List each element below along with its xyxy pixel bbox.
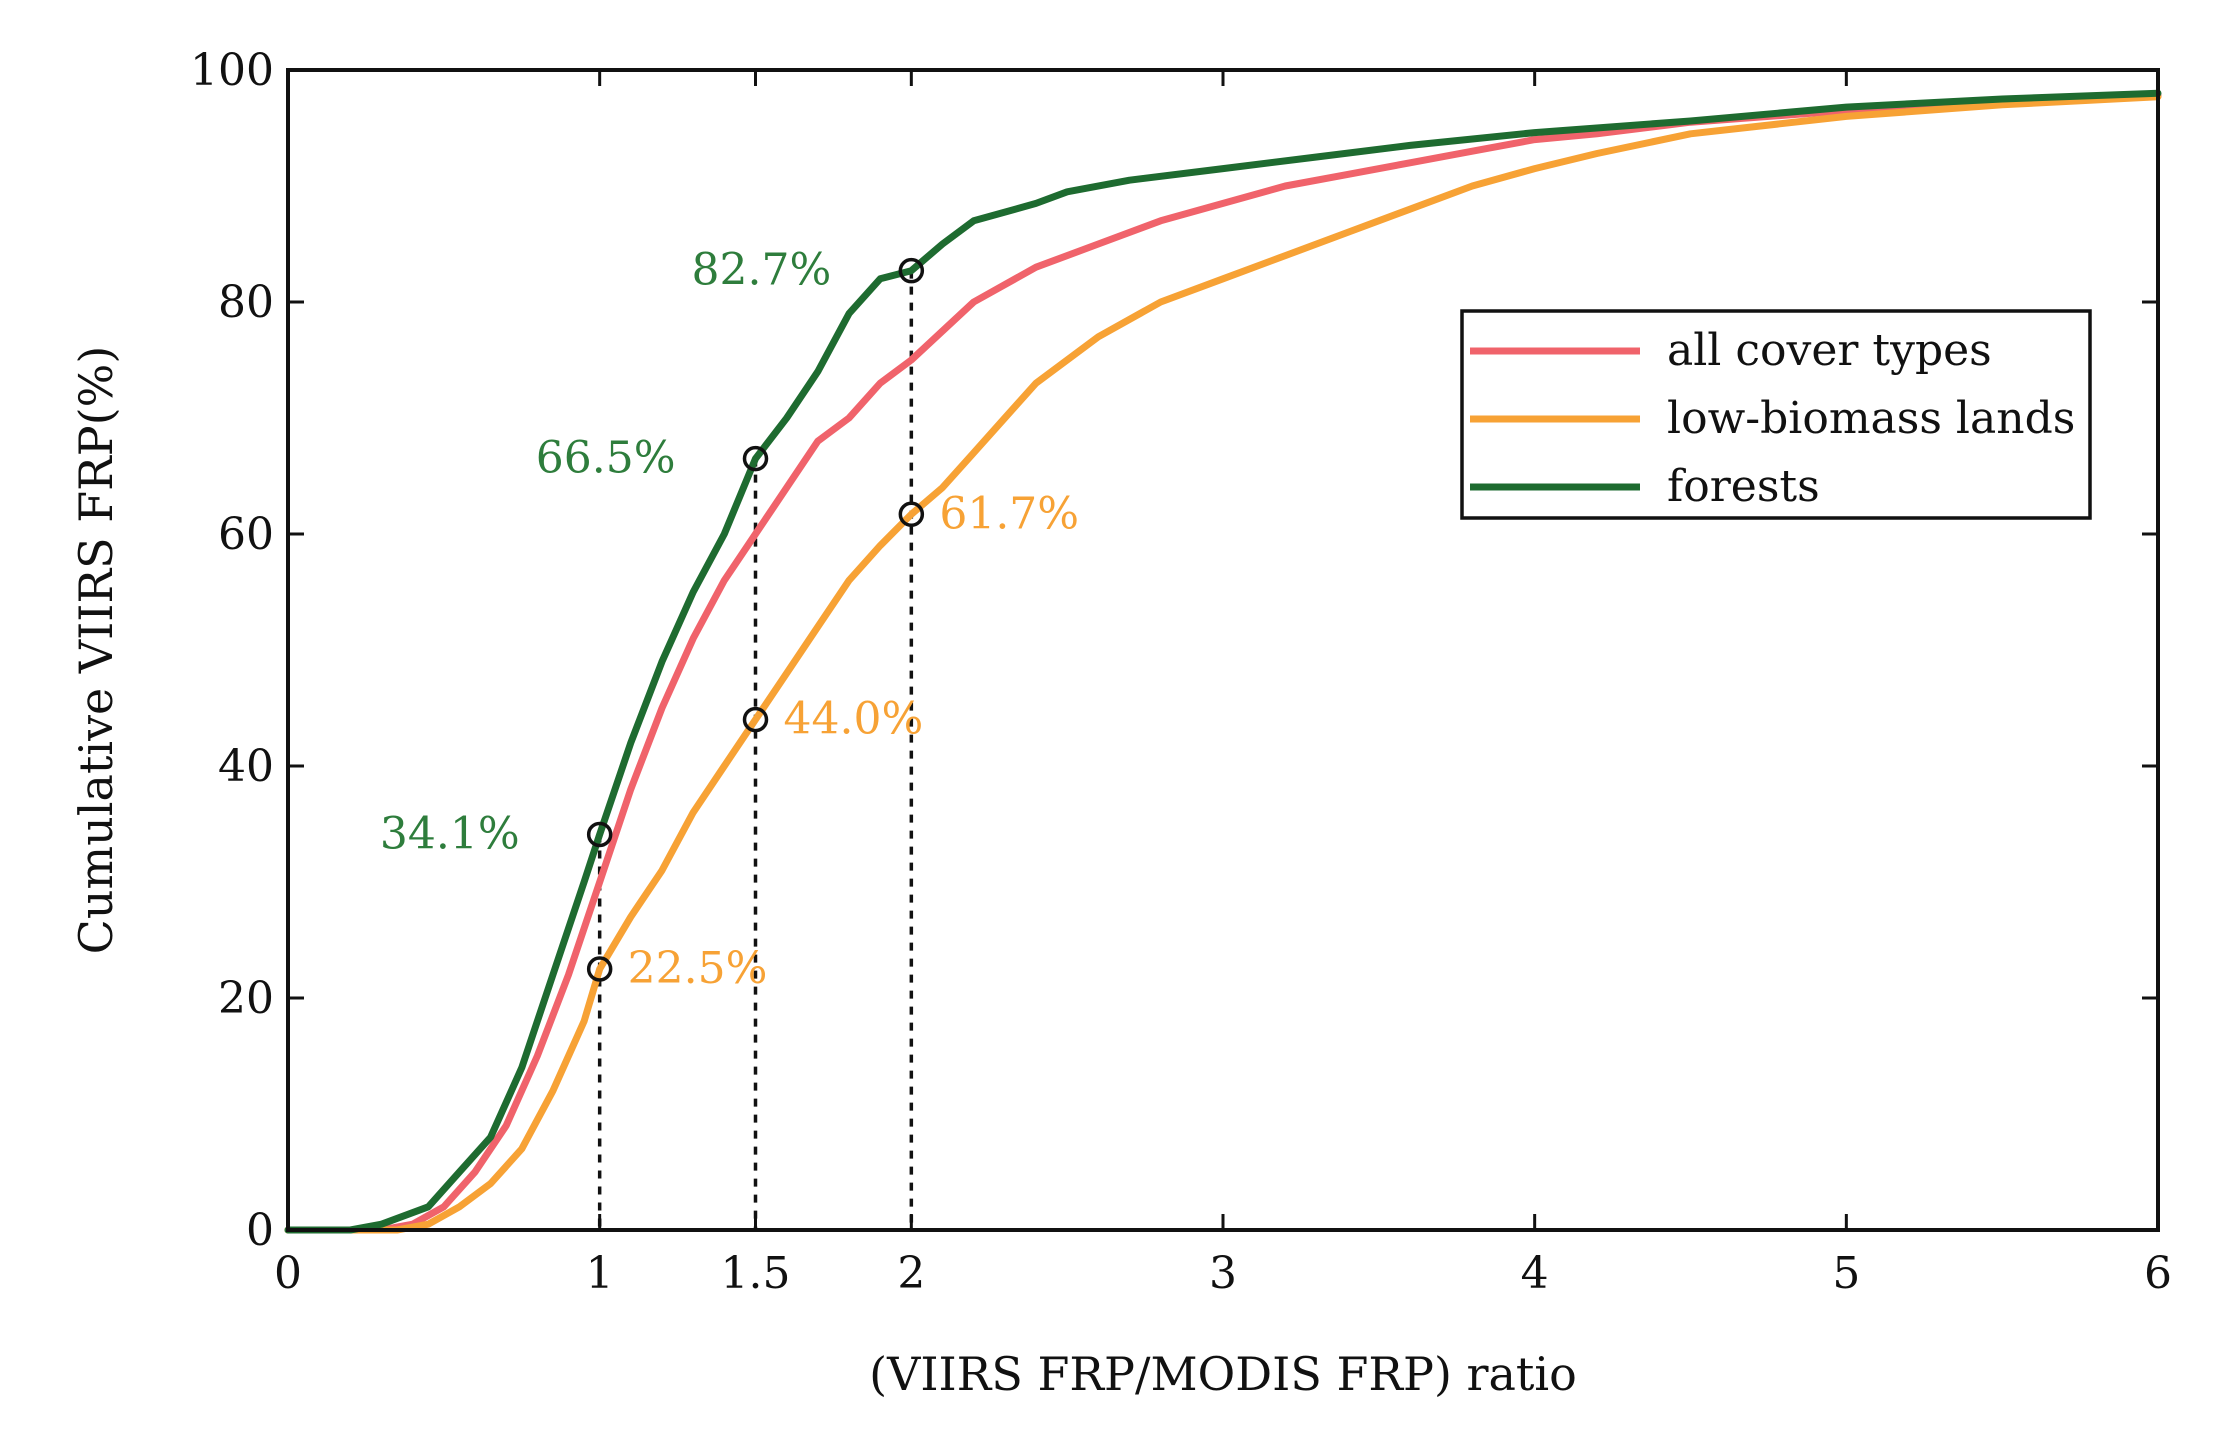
x-tick-label-3: 2 — [897, 1248, 925, 1299]
x-tick-label-5: 4 — [1521, 1248, 1549, 1299]
x-tick-label-2: 1.5 — [721, 1248, 791, 1299]
annotation-marker-0 — [586, 821, 613, 848]
annotation-label-5: 61.7% — [939, 488, 1079, 539]
x-tick-label-6: 5 — [1832, 1248, 1860, 1299]
legend-label-1: low-biomass lands — [1667, 393, 2075, 444]
legend-label-2: forests — [1667, 461, 1820, 512]
annotation-label-0: 34.1% — [380, 808, 520, 859]
x-tick-label-0: 0 — [274, 1248, 302, 1299]
y-tick-label-4: 80 — [218, 277, 274, 328]
y-tick-label-5: 100 — [190, 45, 274, 96]
x-tick-label-1: 1 — [586, 1248, 614, 1299]
annotation-marker-4 — [742, 706, 769, 733]
y-axis-title: Cumulative VIIRS FRP(%) — [69, 346, 123, 955]
series-line-0 — [284, 92, 2162, 1234]
annotation-label-1: 66.5% — [536, 433, 676, 484]
legend-label-0: all cover types — [1667, 325, 1992, 376]
y-tick-label-2: 40 — [218, 741, 274, 792]
y-tick-label-3: 60 — [218, 509, 274, 560]
series-line-1 — [284, 93, 2162, 1234]
annotation-marker-1 — [742, 445, 769, 472]
annotation-marker-3 — [586, 956, 613, 982]
series-line-2 — [284, 89, 2162, 1234]
annotation-marker-5 — [898, 501, 925, 528]
x-axis-title: (VIIRS FRP/MODIS FRP) ratio — [869, 1347, 1577, 1401]
annotation-label-2: 82.7% — [692, 245, 832, 296]
x-tick-label-7: 6 — [2144, 1248, 2172, 1299]
annotation-label-3: 22.5% — [628, 943, 768, 994]
y-tick-label-1: 20 — [218, 973, 274, 1024]
y-tick-label-0: 0 — [246, 1205, 274, 1256]
x-tick-label-4: 3 — [1209, 1248, 1237, 1299]
legend: all cover types low-biomass lands forests — [1460, 309, 2092, 520]
annotation-label-4: 44.0% — [784, 694, 924, 745]
plot-area: 34.1% 66.5% 82.7% 22.5% 44.0% 61.7% — [284, 89, 2162, 1234]
annotation-marker-2 — [898, 257, 925, 284]
